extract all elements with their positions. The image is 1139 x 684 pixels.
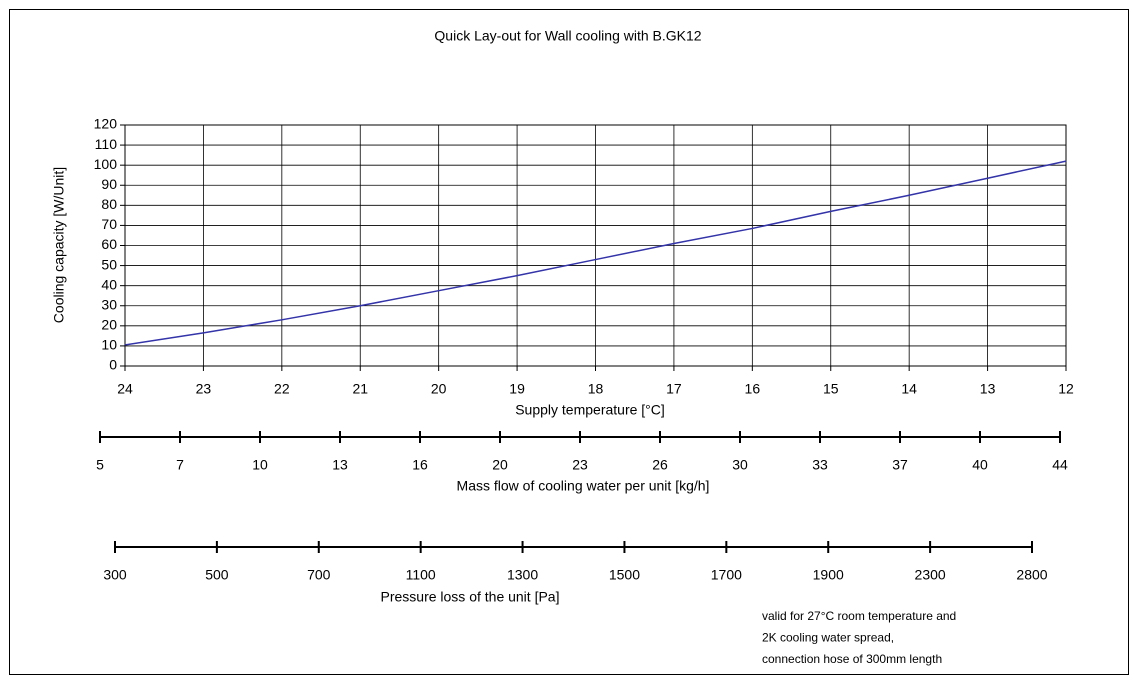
scale-tick-label: 16 xyxy=(412,457,428,473)
y-tick-label: 110 xyxy=(95,136,118,152)
scale-tick-label: 30 xyxy=(732,457,748,473)
y-tick-label: 40 xyxy=(101,276,117,292)
scale-tick-label: 5 xyxy=(96,457,104,473)
x-tick-label: 17 xyxy=(666,381,682,397)
scale-tick-label: 700 xyxy=(307,567,331,583)
note: valid for 27°C room temperature and xyxy=(762,609,956,623)
y-tick-label: 10 xyxy=(101,337,117,353)
scale-tick-label: 1700 xyxy=(711,567,742,583)
x-tick-label: 20 xyxy=(431,381,447,397)
x-tick-label: 15 xyxy=(823,381,839,397)
scale-tick-label: 1500 xyxy=(609,567,640,583)
scale-tick-label: 500 xyxy=(205,567,229,583)
x-tick-label: 14 xyxy=(901,381,917,397)
x-tick-label: 24 xyxy=(117,381,133,397)
y-tick-label: 80 xyxy=(101,196,117,212)
x-tick-label: 16 xyxy=(745,381,761,397)
y-tick-label: 70 xyxy=(101,216,117,232)
series-line xyxy=(124,160,1067,346)
scale-tick-label: 1100 xyxy=(406,567,436,583)
y-tick-label: 100 xyxy=(94,156,118,172)
y-tick-label: 60 xyxy=(101,236,117,252)
x-tick-label: 22 xyxy=(274,381,290,397)
scale-title: Mass flow of cooling water per unit [kg/… xyxy=(457,478,710,494)
scale-tick-label: 2800 xyxy=(1016,567,1047,583)
scale-tick-label: 44 xyxy=(1052,457,1068,473)
x-tick-label: 13 xyxy=(980,381,996,397)
y-tick-label: 20 xyxy=(101,317,117,333)
y-tick-label: 0 xyxy=(109,357,117,373)
note: connection hose of 300mm length xyxy=(762,652,942,666)
chart-title: Quick Lay-out for Wall cooling with B.GK… xyxy=(434,28,701,44)
plot-border xyxy=(124,124,1067,367)
x-tick-label: 21 xyxy=(352,381,368,397)
scale-tick-label: 37 xyxy=(892,457,908,473)
scale-tick-label: 300 xyxy=(103,567,127,583)
y-tick-label: 30 xyxy=(101,296,117,312)
x-axis-title: Supply temperature [°C] xyxy=(515,402,665,418)
x-tick-label: 19 xyxy=(509,381,525,397)
x-tick-label: 18 xyxy=(588,381,604,397)
scale-tick-label: 26 xyxy=(652,457,668,473)
y-tick-label: 120 xyxy=(94,116,118,132)
note: 2K cooling water spread, xyxy=(762,631,894,645)
scale-tick-label: 40 xyxy=(972,457,988,473)
y-axis-title: Cooling capacity [W/Unit] xyxy=(51,167,67,323)
scale-title: Pressure loss of the unit [Pa] xyxy=(381,589,560,605)
scale-tick-label: 7 xyxy=(176,457,184,473)
scale-tick-label: 2300 xyxy=(915,567,946,583)
scale-tick-label: 23 xyxy=(572,457,588,473)
scale-tick-label: 10 xyxy=(252,457,268,473)
scale-tick-label: 1900 xyxy=(813,567,844,583)
y-tick-label: 90 xyxy=(101,176,117,192)
scale-tick-label: 33 xyxy=(812,457,828,473)
scale-tick-label: 13 xyxy=(332,457,348,473)
y-tick-label: 50 xyxy=(101,256,117,272)
frame xyxy=(9,9,1129,675)
scale-tick-label: 20 xyxy=(492,457,508,473)
scale-tick-label: 1300 xyxy=(507,567,538,583)
x-tick-label: 12 xyxy=(1058,381,1074,397)
x-tick-label: 23 xyxy=(196,381,212,397)
